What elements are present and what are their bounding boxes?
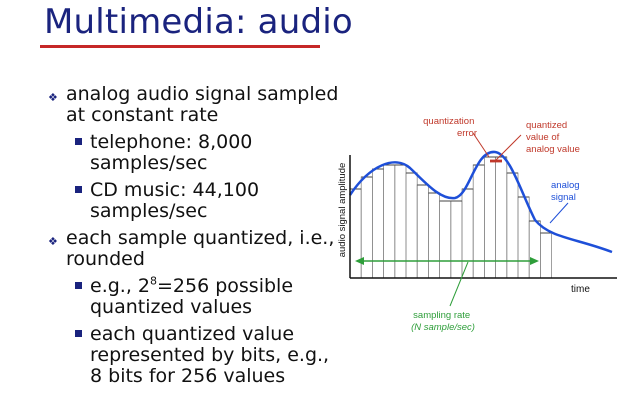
analog-signal-leader: [549, 202, 569, 224]
sampling-rate-label: sampling rate (N sample/sec): [411, 310, 475, 333]
bullet-quantized: ❖ each sample quantized, i.e., rounded: [44, 228, 344, 270]
sample-bar: [539, 232, 552, 279]
bullet-list: ❖ analog audio signal sampled at constan…: [44, 84, 344, 393]
sub-bullet-telephone: telephone: 8,000 samples/sec: [44, 132, 344, 174]
sub-bullet-cd: CD music: 44,100 samples/sec: [44, 180, 344, 222]
sample-bar: [461, 188, 474, 279]
arrowhead-right-icon: [530, 257, 539, 265]
title-underline: [40, 45, 320, 48]
sub-bullet-text: CD music: 44,100 samples/sec: [90, 179, 260, 222]
exponent: 8: [150, 274, 157, 288]
sample-bar: [416, 184, 429, 279]
square-bullet-icon: [75, 330, 82, 337]
quantization-error-leader: [472, 132, 490, 158]
sample-bar: [450, 200, 463, 279]
x-axis-label: time: [571, 284, 590, 295]
square-bullet-icon: [75, 138, 82, 145]
square-bullet-icon: [75, 282, 82, 289]
y-axis-label: audio signal amplitude: [337, 163, 348, 258]
sub-bullet-suffix: =256 possible quantized values: [90, 275, 294, 318]
analog-signal-label: analog signal: [551, 180, 582, 203]
sampling-diagram: audio signal amplitude time quantization…: [337, 116, 617, 333]
sampling-rate-leader: [449, 261, 469, 307]
sub-bullet-bits: each quantized value represented by bits…: [44, 324, 344, 387]
sample-bar: [349, 188, 362, 279]
sub-bullet-text: telephone: 8,000 samples/sec: [90, 131, 253, 174]
sample-bar: [528, 220, 541, 279]
bullet-text: each sample quantized, i.e., rounded: [66, 227, 335, 270]
sample-bar: [439, 200, 452, 279]
bullet-sampling: ❖ analog audio signal sampled at constan…: [44, 84, 344, 126]
sub-bullet-prefix: e.g., 2: [90, 275, 150, 297]
quantized-value-label: quantized value of analog value: [526, 120, 580, 155]
arrowhead-left-icon: [355, 257, 364, 265]
slide-title: Multimedia: audio: [44, 2, 353, 42]
sample-bar: [517, 196, 530, 279]
diamond-bullet-icon: ❖: [48, 235, 58, 248]
sample-bar: [506, 172, 519, 279]
bullet-text: analog audio signal sampled at constant …: [66, 83, 339, 126]
sample-bar: [428, 192, 441, 279]
sub-bullet-possible-values: e.g., 28=256 possible quantized values: [44, 276, 344, 318]
sample-bar: [405, 172, 418, 279]
quantization-error-label: quantization error: [423, 116, 477, 139]
sample-bar: [483, 156, 496, 279]
quantized-value-leader: [495, 134, 522, 161]
sample-bars: [349, 156, 552, 279]
analog-signal-curve: [348, 150, 613, 254]
square-bullet-icon: [75, 186, 82, 193]
sub-bullet-text: each quantized value represented by bits…: [90, 323, 330, 387]
sample-bar: [495, 156, 508, 279]
diamond-bullet-icon: ❖: [48, 91, 58, 104]
